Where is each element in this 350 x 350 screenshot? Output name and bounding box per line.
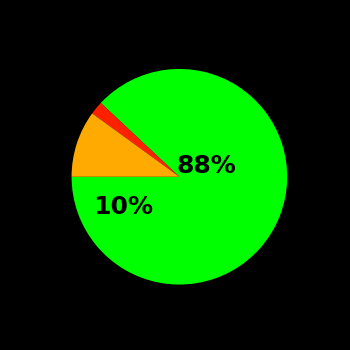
Text: 88%: 88% (176, 154, 236, 178)
Wedge shape (71, 113, 179, 177)
Wedge shape (92, 103, 179, 177)
Wedge shape (71, 69, 287, 285)
Text: 10%: 10% (93, 195, 153, 219)
